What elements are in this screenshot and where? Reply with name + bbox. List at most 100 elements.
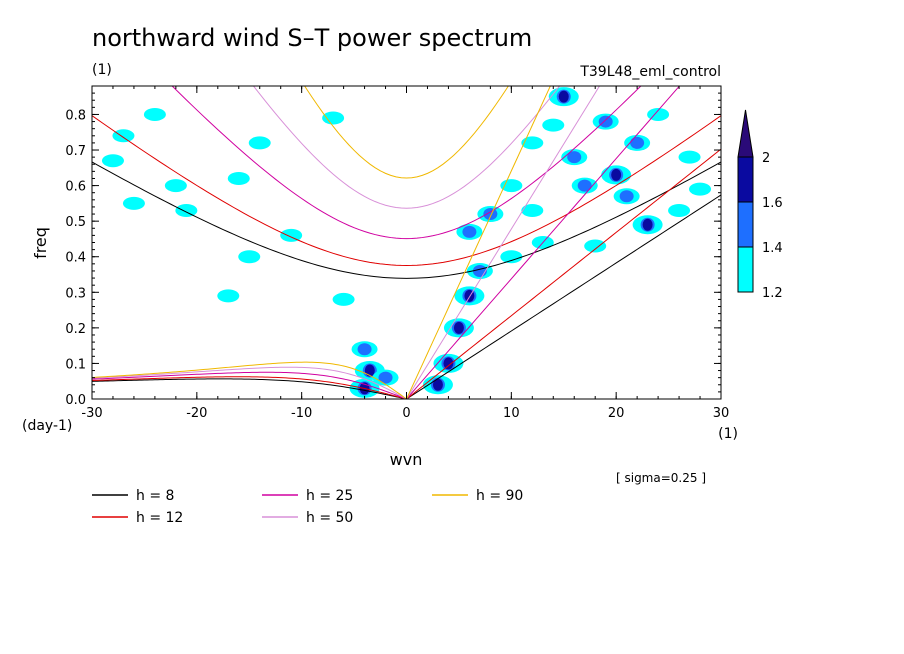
contour-blob bbox=[521, 136, 544, 150]
contour-blob bbox=[443, 318, 474, 338]
x-tick-label: -30 bbox=[81, 406, 102, 421]
x-axis-label: wvn bbox=[390, 450, 423, 469]
contour-blob bbox=[678, 150, 701, 164]
contour-level-1 bbox=[217, 289, 240, 303]
contour-level-1 bbox=[112, 129, 135, 143]
contour-blob bbox=[143, 107, 166, 121]
y-tick-label: 0.3 bbox=[65, 286, 86, 301]
contour-level-1 bbox=[248, 136, 271, 150]
contour-blob bbox=[101, 154, 124, 168]
y-tick-label: 0.1 bbox=[65, 357, 86, 372]
y-axis-label: freq bbox=[31, 227, 50, 259]
chart-title: northward wind S–T power spectrum bbox=[92, 24, 532, 52]
contour-blob bbox=[322, 111, 345, 125]
plot-area bbox=[91, 85, 722, 400]
contour-blob bbox=[477, 206, 504, 223]
contour-blob bbox=[601, 165, 632, 185]
kelvin-curve-h50 bbox=[406, 86, 601, 399]
contour-blob bbox=[521, 203, 544, 217]
contour-level-2 bbox=[598, 115, 613, 128]
contour-level-2 bbox=[630, 136, 645, 149]
contour-level-3 bbox=[443, 357, 454, 370]
contour-blob bbox=[592, 113, 619, 130]
kelvin-curve-h8 bbox=[406, 194, 721, 399]
rossby-curve-h8 bbox=[92, 378, 407, 399]
legend-label: h = 25 bbox=[306, 488, 353, 504]
sigma-note: [ sigma=0.25 ] bbox=[616, 471, 706, 485]
contour-blob bbox=[561, 149, 588, 166]
contour-blob bbox=[217, 289, 240, 303]
contour-blob bbox=[689, 182, 712, 196]
contour-level-1 bbox=[678, 150, 701, 164]
gravity-curve-h25 bbox=[171, 86, 642, 240]
y-tick-label: 0.2 bbox=[65, 322, 86, 337]
colorbar-swatch-3 bbox=[737, 156, 754, 203]
contour-blob bbox=[542, 118, 565, 132]
colorbar-label: 1.4 bbox=[762, 241, 783, 256]
y-unit-label: (day-1) bbox=[22, 418, 72, 434]
contour-level-2 bbox=[483, 208, 498, 221]
contour-blob bbox=[500, 179, 523, 193]
contour-blob bbox=[668, 203, 691, 217]
gravity-curve-h8 bbox=[92, 161, 721, 279]
colorbar-label: 2 bbox=[762, 151, 770, 166]
contour-blob bbox=[112, 129, 135, 143]
gravity-curve-h12 bbox=[92, 115, 721, 266]
contour-blob bbox=[372, 369, 399, 386]
contour-blob bbox=[548, 87, 579, 107]
contour-level-1 bbox=[500, 179, 523, 193]
contour-level-2 bbox=[577, 179, 592, 192]
colorbar bbox=[737, 109, 754, 293]
x-tick-label: -20 bbox=[186, 406, 207, 421]
legend: h = 8 h = 12 h = 25 h = 50 h = 90 bbox=[92, 488, 523, 526]
contour-blob bbox=[122, 196, 145, 210]
kelvin-curve-h12 bbox=[406, 148, 721, 399]
contour-level-3 bbox=[642, 218, 653, 231]
contour-level-1 bbox=[164, 179, 187, 193]
contour-level-1 bbox=[101, 154, 124, 168]
contour-level-1 bbox=[238, 250, 261, 264]
legend-label: h = 50 bbox=[306, 510, 353, 526]
contour-blob bbox=[433, 353, 464, 373]
contour-blob bbox=[624, 134, 651, 151]
contour-level-3 bbox=[558, 90, 569, 103]
contour-blob bbox=[584, 239, 607, 253]
contour-level-3 bbox=[364, 364, 375, 377]
contour-blob bbox=[238, 250, 261, 264]
y-tick-label: 0.6 bbox=[65, 180, 86, 195]
contour-level-1 bbox=[280, 228, 303, 242]
contour-level-2 bbox=[378, 371, 393, 384]
contour-level-3 bbox=[432, 378, 443, 391]
contour-fills bbox=[101, 87, 712, 398]
kelvin-curve-h25 bbox=[406, 86, 681, 399]
y-tick-label: 0.5 bbox=[65, 215, 86, 230]
contour-level-1 bbox=[521, 136, 544, 150]
x-tick-label: 20 bbox=[608, 406, 625, 421]
contour-blob bbox=[632, 215, 663, 235]
y-tick-label: 0.7 bbox=[65, 144, 86, 159]
colorbar-swatch-1 bbox=[737, 246, 754, 293]
legend-label: h = 8 bbox=[136, 488, 174, 504]
rossby-curve-h90 bbox=[92, 361, 407, 399]
colorbar-swatch-2 bbox=[737, 201, 754, 248]
contour-level-1 bbox=[322, 111, 345, 125]
contour-level-2 bbox=[567, 151, 582, 164]
colorbar-labels: 1.2 1.4 1.6 2 bbox=[762, 151, 783, 301]
contour-level-2 bbox=[472, 264, 487, 277]
rossby-curve-h50 bbox=[92, 366, 407, 399]
colorbar-triangle bbox=[737, 109, 754, 158]
contour-level-1 bbox=[647, 107, 670, 121]
contour-level-1 bbox=[500, 250, 523, 264]
contour-level-1 bbox=[668, 203, 691, 217]
colorbar-label: 1.2 bbox=[762, 286, 783, 301]
contour-blob bbox=[456, 223, 483, 240]
contour-level-2 bbox=[357, 343, 372, 356]
contour-blob bbox=[454, 286, 485, 306]
kelvin-curve-h90 bbox=[406, 86, 551, 399]
gravity-curve-h90 bbox=[304, 86, 509, 179]
contour-level-1 bbox=[332, 292, 355, 306]
contour-blob bbox=[175, 203, 198, 217]
contour-level-3 bbox=[611, 168, 622, 181]
x-axis: -30 -20 -10 0 10 20 30 bbox=[81, 86, 729, 421]
contour-level-1 bbox=[689, 182, 712, 196]
